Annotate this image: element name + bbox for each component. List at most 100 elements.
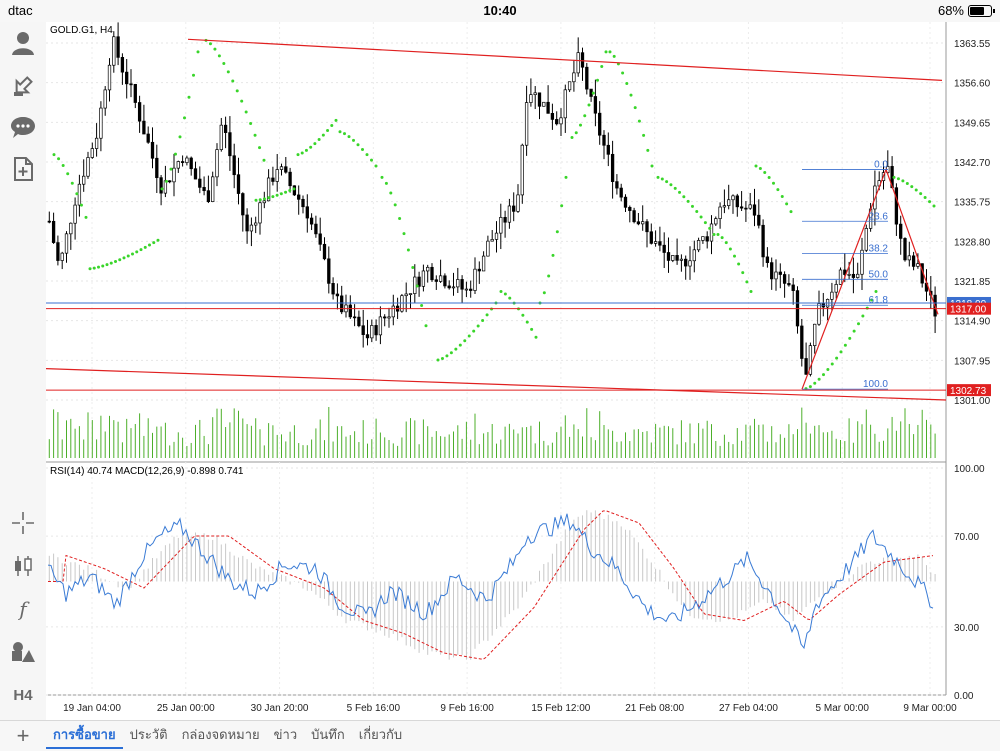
tab-5[interactable]: เกี่ยวกับ (358, 726, 403, 742)
candle-body (430, 266, 434, 281)
parabolic-sar-dot (126, 254, 130, 258)
tab-0[interactable]: การซื้อขาย (46, 724, 123, 749)
parabolic-sar-dot (321, 133, 325, 137)
parabolic-sar-dot (317, 138, 321, 142)
parabolic-sar-dot (467, 334, 471, 338)
battery-icon (968, 5, 995, 17)
price-tag (947, 384, 991, 397)
parabolic-sar-dot (870, 298, 874, 302)
candle-body (438, 275, 443, 282)
candle-body (137, 102, 142, 122)
chart-area[interactable]: 1363.55 1356.60 1349.65 1342.70 1335.75 1328.… (46, 22, 1000, 720)
parabolic-sar-dot (101, 264, 105, 268)
candle-body (894, 187, 899, 225)
candle-body (572, 72, 576, 83)
parabolic-sar-dot (356, 143, 360, 147)
function-icon[interactable]: f (19, 597, 27, 621)
candle-body (838, 269, 843, 285)
parabolic-sar-dot (579, 123, 582, 127)
candle-body (830, 291, 834, 300)
parabolic-sar-dot (370, 158, 373, 162)
fibonacci-level-label: 50.0 (869, 269, 889, 280)
parabolic-sar-dot (646, 148, 650, 152)
tab-4[interactable]: บันทึก (311, 726, 345, 742)
parabolic-sar-dot (621, 71, 625, 75)
price-axis-label: 1356.60 (954, 79, 991, 90)
candle-body (641, 221, 645, 225)
timeframe-icon[interactable]: H4 (13, 686, 33, 704)
candle-body (249, 224, 254, 232)
parabolic-sar-dot (754, 164, 758, 168)
parabolic-sar-dot (587, 103, 591, 107)
candle-body (701, 236, 705, 241)
parabolic-sar-dot (574, 131, 578, 135)
parabolic-sar-dot (835, 356, 839, 360)
parabolic-sar-dot (411, 265, 415, 269)
candle-body (542, 101, 546, 107)
parabolic-sar-dot (728, 247, 732, 251)
tab-2[interactable]: กล่องจดหมาย (181, 726, 260, 742)
parabolic-sar-dot (564, 175, 568, 179)
parabolic-sar-dot (463, 339, 467, 343)
indicator-label: RSI(14) 40.74 MACD(12,26,9) -0.898 0.741 (50, 466, 244, 477)
parabolic-sar-dot (737, 262, 741, 266)
candle-body (529, 94, 533, 103)
price-tag-label: 1302.73 (950, 386, 987, 397)
parabolic-sar-dot (288, 189, 292, 193)
parabolic-sar-dot (892, 175, 896, 179)
price-chart[interactable]: 1363.55 1356.60 1349.65 1342.70 1335.75 1328.… (46, 22, 1000, 720)
candle-body (610, 153, 615, 182)
candle-body (288, 171, 292, 187)
candle-body (370, 325, 374, 339)
shapes-icon[interactable] (8, 637, 38, 667)
parabolic-sar-dot (861, 314, 865, 318)
parabolic-sar-dot (114, 260, 117, 264)
candle-body (198, 178, 202, 188)
parabolic-sar-dot (92, 266, 96, 270)
parabolic-sar-dot (84, 215, 88, 219)
upload-icon[interactable] (8, 70, 38, 100)
parabolic-sar-dot (240, 99, 244, 103)
candle-body (279, 166, 284, 170)
candle-body (499, 217, 503, 234)
price-axis-label: 1328.80 (954, 237, 991, 248)
candle-body (443, 275, 447, 287)
parabolic-sar-dot (830, 362, 834, 366)
parabolic-sar-dot (213, 47, 217, 51)
candle-body (757, 214, 761, 226)
parabolic-sar-dot (808, 385, 812, 389)
candle-body (490, 239, 494, 242)
tab-1[interactable]: ประวัติ (129, 726, 168, 742)
candle-body (550, 113, 555, 120)
candle-body (684, 258, 688, 267)
parabolic-sar-dot (118, 258, 122, 262)
tab-3[interactable]: ข่าว (273, 726, 298, 742)
candle-body (567, 81, 572, 91)
parabolic-sar-dot (79, 203, 83, 207)
candlestick-icon[interactable] (8, 551, 38, 581)
candle-body (770, 262, 774, 280)
candle-body (236, 174, 241, 194)
fibonacci-level-label: 23.6 (869, 211, 889, 222)
chat-icon[interactable] (8, 112, 38, 142)
parabolic-sar-dot (542, 291, 546, 295)
time-axis-label: 9 Feb 16:00 (440, 703, 494, 714)
candle-body (146, 133, 150, 143)
parabolic-sar-dot (296, 153, 300, 157)
candle-body (718, 206, 722, 219)
candle-body (125, 71, 129, 85)
candle-body (628, 206, 632, 211)
crosshair-icon[interactable] (8, 508, 38, 538)
parabolic-sar-dot (839, 350, 843, 354)
time-axis-label: 5 Feb 16:00 (347, 703, 401, 714)
parabolic-sar-dot (309, 145, 313, 149)
candle-body (460, 279, 464, 290)
parabolic-sar-dot (143, 245, 147, 249)
candle-body (456, 279, 460, 288)
candle-body (314, 223, 318, 235)
candle-body (318, 233, 322, 245)
parabolic-sar-dot (334, 118, 338, 122)
add-tab-button[interactable]: + (16, 723, 30, 748)
account-icon[interactable] (8, 28, 38, 58)
document-icon[interactable] (8, 154, 38, 184)
